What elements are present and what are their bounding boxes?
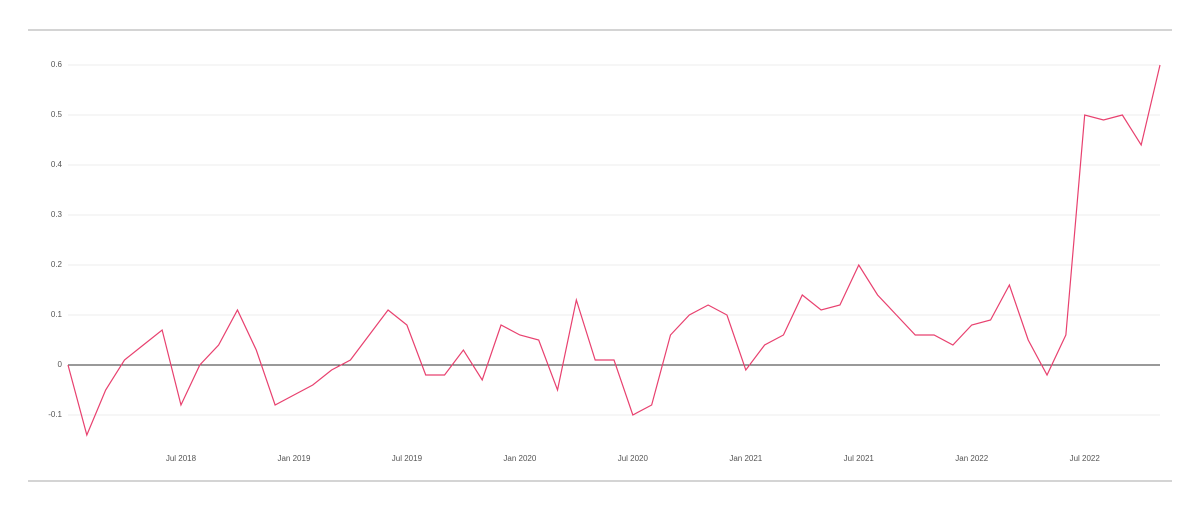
y-tick-label: 0 (58, 360, 63, 369)
x-tick-label: Jan 2019 (277, 454, 310, 463)
y-tick-label: 0.3 (51, 210, 63, 219)
x-tick-label: Jan 2020 (503, 454, 536, 463)
x-tick-label: Jul 2019 (392, 454, 423, 463)
data-line (67, 64, 1161, 437)
x-tick-label: Jan 2022 (955, 454, 988, 463)
x-tick-label: Jul 2022 (1070, 454, 1101, 463)
y-tick-label: 0.6 (51, 60, 63, 69)
y-tick-label: 0.1 (51, 310, 63, 319)
x-tick-label: Jan 2021 (729, 454, 762, 463)
y-tick-label: -0.1 (48, 410, 62, 419)
y-tick-label: 0.2 (51, 260, 63, 269)
x-tick-label: Jul 2021 (844, 454, 875, 463)
y-tick-label: 0.4 (51, 160, 63, 169)
y-tick-label: 0.5 (51, 110, 63, 119)
x-tick-label: Jul 2020 (618, 454, 649, 463)
x-tick-label: Jul 2018 (166, 454, 197, 463)
